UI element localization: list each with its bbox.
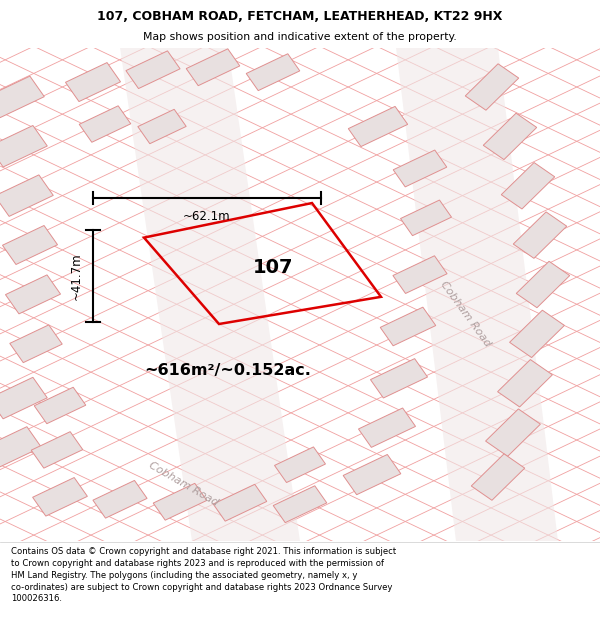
Polygon shape [31,432,83,468]
Polygon shape [465,64,519,110]
Polygon shape [497,359,553,407]
Polygon shape [393,256,447,294]
Text: Cobham Road: Cobham Road [146,461,220,508]
Polygon shape [401,200,451,236]
Polygon shape [138,109,186,144]
Polygon shape [0,76,44,118]
Polygon shape [153,483,207,520]
Polygon shape [246,54,300,91]
Polygon shape [213,484,267,521]
Polygon shape [120,48,300,541]
Polygon shape [65,62,121,101]
Polygon shape [79,106,131,142]
Text: Map shows position and indicative extent of the property.: Map shows position and indicative extent… [143,32,457,43]
Polygon shape [509,310,565,358]
Polygon shape [501,162,555,209]
Polygon shape [5,275,61,314]
Polygon shape [186,49,240,86]
Polygon shape [10,325,62,362]
Polygon shape [93,481,147,518]
Polygon shape [396,48,558,541]
Polygon shape [0,175,53,216]
Text: Cobham Road: Cobham Road [438,279,492,349]
Polygon shape [349,106,407,147]
Polygon shape [485,409,541,456]
Text: Contains OS data © Crown copyright and database right 2021. This information is : Contains OS data © Crown copyright and d… [11,547,396,603]
Polygon shape [358,408,416,447]
Polygon shape [471,454,525,500]
Polygon shape [0,378,47,419]
Polygon shape [393,150,447,187]
Polygon shape [370,359,428,398]
Polygon shape [32,478,88,516]
Polygon shape [34,388,86,424]
Text: 107: 107 [253,258,293,277]
Polygon shape [273,486,327,522]
Polygon shape [0,427,41,468]
Polygon shape [483,113,537,159]
Polygon shape [380,307,436,346]
Polygon shape [126,51,180,89]
Text: ~62.1m: ~62.1m [183,211,231,223]
Polygon shape [275,447,325,482]
Text: ~616m²/~0.152ac.: ~616m²/~0.152ac. [145,363,311,378]
Polygon shape [516,261,570,308]
Polygon shape [0,126,47,167]
Text: 107, COBHAM ROAD, FETCHAM, LEATHERHEAD, KT22 9HX: 107, COBHAM ROAD, FETCHAM, LEATHERHEAD, … [97,9,503,22]
Polygon shape [513,212,567,258]
Text: ~41.7m: ~41.7m [70,252,83,299]
Polygon shape [343,454,401,495]
Polygon shape [2,226,58,264]
